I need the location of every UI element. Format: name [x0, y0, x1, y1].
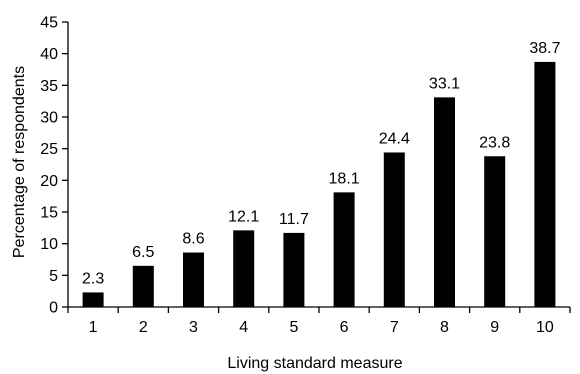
x-tick-label: 5 — [289, 319, 298, 336]
x-tick-label: 3 — [189, 319, 198, 336]
y-tick-label: 40 — [40, 46, 58, 63]
x-tick-label: 1 — [89, 319, 98, 336]
y-axis: 0 5 10 15 20 25 30 35 40 45 — [40, 15, 68, 317]
x-tick-label: 6 — [340, 319, 349, 336]
bar — [133, 266, 154, 307]
bar — [384, 152, 405, 307]
x-axis-title: Living standard measure — [227, 355, 402, 372]
y-tick-label: 0 — [49, 300, 58, 317]
data-label: 2.3 — [82, 270, 104, 287]
bar — [434, 97, 455, 307]
y-tick-label: 5 — [49, 268, 58, 285]
bar — [283, 233, 304, 307]
bars — [83, 62, 556, 307]
x-tick-label: 8 — [440, 319, 449, 336]
bar — [484, 156, 505, 307]
bar — [183, 253, 204, 307]
y-tick-label: 35 — [40, 78, 58, 95]
y-axis-title: Percentage of respondents — [11, 66, 28, 258]
bar — [233, 230, 254, 307]
x-tick-label: 7 — [390, 319, 399, 336]
data-label: 8.6 — [182, 231, 204, 248]
y-tick-label: 15 — [40, 205, 58, 222]
data-label: 12.1 — [228, 208, 259, 225]
y-tick-label: 20 — [40, 173, 58, 190]
data-label: 38.7 — [529, 40, 560, 57]
data-label: 33.1 — [429, 75, 460, 92]
data-label: 24.4 — [379, 130, 410, 147]
bar — [534, 62, 555, 307]
data-label: 18.1 — [329, 170, 360, 187]
bar — [334, 192, 355, 307]
data-label: 6.5 — [132, 244, 154, 261]
x-tick-label: 2 — [139, 319, 148, 336]
x-tick-label: 4 — [239, 319, 248, 336]
data-label: 23.8 — [479, 134, 510, 151]
bar — [83, 292, 104, 307]
y-tick-label: 30 — [40, 110, 58, 127]
data-label: 11.7 — [279, 211, 309, 228]
y-tick-label: 45 — [40, 15, 58, 32]
y-tick-label: 10 — [40, 236, 58, 253]
x-tick-label: 9 — [490, 319, 499, 336]
y-tick-label: 25 — [40, 141, 58, 158]
x-axis: 1 2 3 4 5 6 7 8 9 10 — [68, 307, 570, 336]
x-tick-label: 10 — [536, 319, 554, 336]
